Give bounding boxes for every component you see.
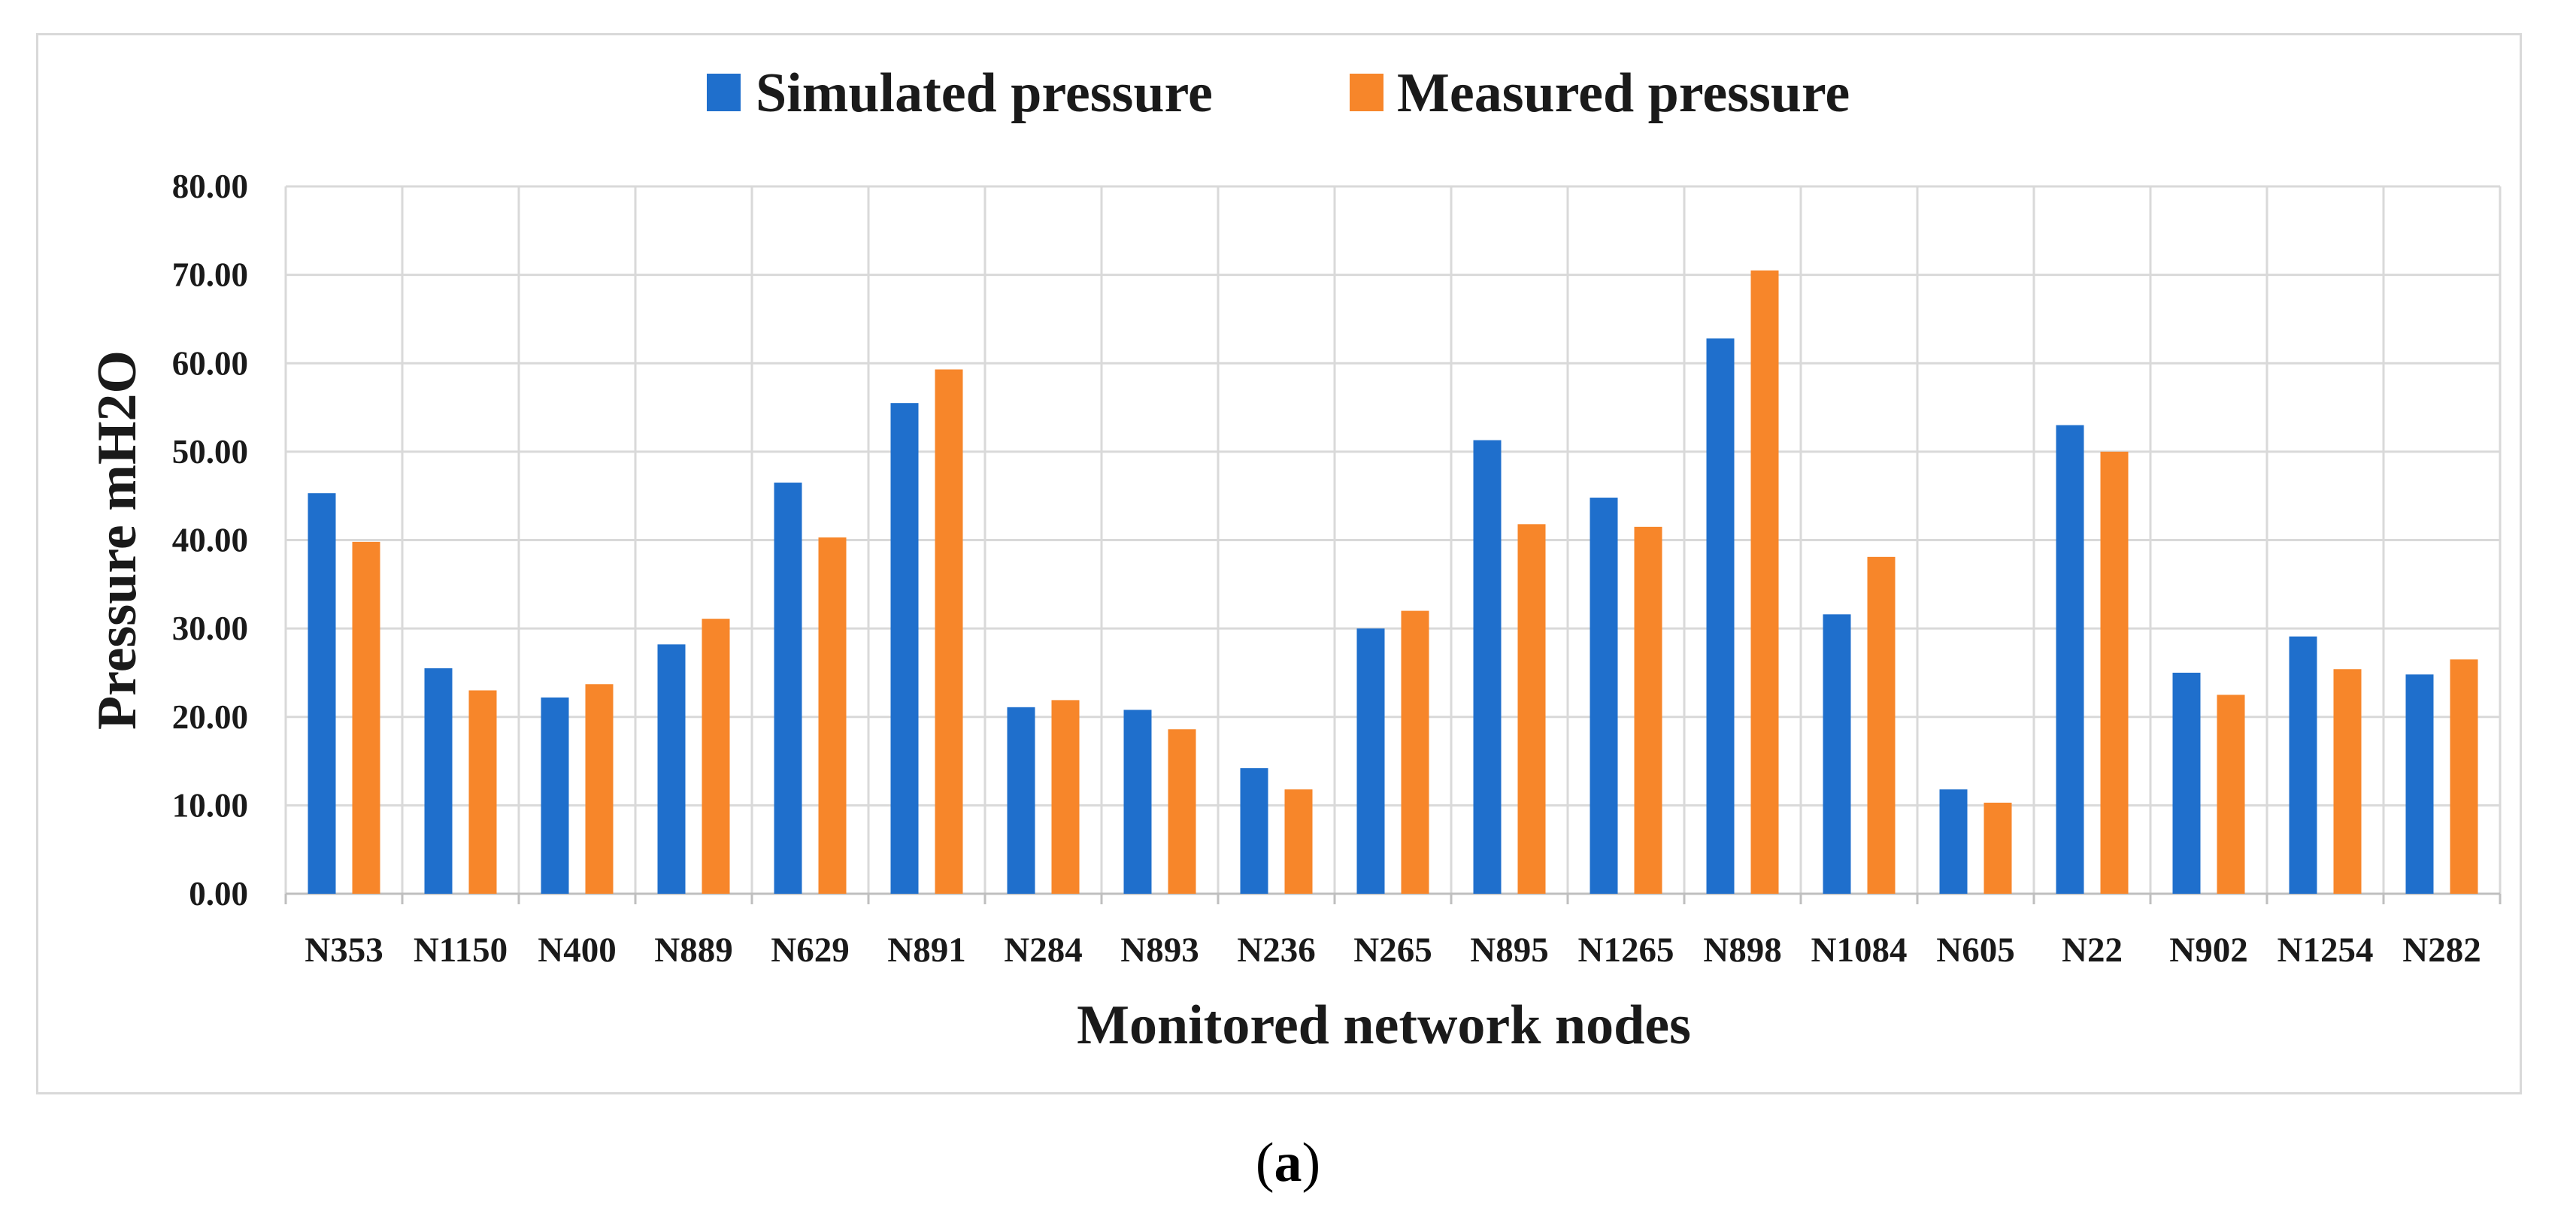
x-tick-label: N353	[305, 931, 383, 970]
x-tick-label: N282	[2402, 931, 2481, 970]
y-tick-label: 40.00	[172, 522, 248, 559]
bar-measured-n1150	[468, 690, 497, 894]
bar-measured-n891	[935, 369, 963, 894]
bar-measured-n22	[2100, 451, 2129, 894]
bar-simulated-n353	[308, 493, 336, 894]
y-axis-title: Pressure mH2O	[86, 350, 148, 730]
y-tick-label: 20.00	[172, 698, 248, 736]
caption-label: a	[1274, 1132, 1302, 1194]
bar-simulated-n22	[2056, 425, 2084, 894]
bar-simulated-n605	[1939, 789, 1968, 894]
bar-measured-n1084	[1867, 556, 1896, 894]
caption-open: (	[1255, 1132, 1274, 1194]
bar-simulated-n1150	[424, 668, 453, 894]
x-tick-label: N898	[1703, 931, 1781, 970]
bar-simulated-n1265	[1590, 498, 1618, 894]
bar-simulated-n891	[890, 403, 919, 894]
bar-simulated-n282	[2405, 674, 2434, 894]
legend-swatch-measured	[1350, 74, 1383, 111]
x-tick-label: N893	[1120, 931, 1199, 970]
x-tick-label: N895	[1470, 931, 1548, 970]
bar-simulated-n1084	[1823, 614, 1851, 894]
x-tick-label: N629	[771, 931, 849, 970]
bar-measured-n282	[2450, 659, 2478, 894]
bar-simulated-n284	[1007, 707, 1035, 894]
legend-label-simulated: Simulated pressure	[756, 62, 1213, 124]
y-tick-label: 60.00	[172, 344, 248, 382]
bar-simulated-n629	[774, 483, 802, 894]
x-tick-label: N265	[1353, 931, 1432, 970]
bar-simulated-n898	[1706, 338, 1735, 894]
bar-simulated-n400	[541, 697, 569, 894]
bar-measured-n898	[1750, 270, 1779, 894]
bar-chart: 0.00 10.00 20.00 30.00 40.00 50.00 60.00 70.00 8…	[86, 62, 2502, 1056]
bar-simulated-n889	[657, 644, 686, 894]
y-tick-label: 50.00	[172, 433, 248, 471]
x-axis-title: Monitored network nodes	[1077, 994, 1691, 1056]
y-tick-label: 70.00	[172, 256, 248, 294]
x-tick-label: N902	[2169, 931, 2247, 970]
figure-caption: (a)	[0, 1131, 2576, 1195]
bar-measured-n902	[2217, 695, 2245, 894]
x-tick-label: N1254	[2277, 931, 2374, 970]
x-tick-label: N1084	[1811, 931, 1908, 970]
x-tick-label: N605	[1936, 931, 2014, 970]
bar-measured-n889	[702, 619, 730, 894]
bar-simulated-n265	[1356, 628, 1385, 894]
x-tick-label: N236	[1237, 931, 1315, 970]
x-tick-label: N1150	[414, 931, 508, 970]
bar-simulated-n236	[1240, 767, 1268, 894]
legend-swatch-simulated	[707, 74, 741, 111]
caption-close: )	[1302, 1132, 1321, 1194]
bar-measured-n1265	[1634, 526, 1662, 894]
x-tick-label: N1265	[1578, 931, 1674, 970]
bar-measured-n265	[1401, 610, 1429, 894]
x-tick-label: N891	[887, 931, 965, 970]
bar-measured-n353	[352, 541, 380, 894]
bar-measured-n893	[1168, 729, 1196, 894]
bar-measured-n605	[1984, 802, 2012, 894]
y-tick-label: 80.00	[172, 168, 248, 205]
bar-measured-n629	[818, 537, 847, 894]
bar-simulated-n895	[1473, 440, 1502, 894]
y-tick-label: 30.00	[172, 610, 248, 647]
legend-label-measured: Measured pressure	[1397, 62, 1850, 124]
bar-measured-n1254	[2333, 669, 2362, 894]
y-tick-label: 0.00	[189, 875, 248, 913]
y-tick-label: 10.00	[172, 786, 248, 824]
x-tick-label: N889	[654, 931, 732, 970]
bar-simulated-n893	[1123, 710, 1152, 894]
x-tick-label: N22	[2062, 931, 2123, 970]
bar-simulated-n902	[2172, 672, 2201, 894]
bar-measured-n895	[1517, 524, 1546, 894]
bar-measured-n284	[1051, 700, 1080, 894]
bar-measured-n400	[585, 684, 614, 894]
bar-measured-n236	[1284, 789, 1313, 894]
x-tick-label: N400	[538, 931, 616, 970]
x-tick-label: N284	[1004, 931, 1082, 970]
bar-simulated-n1254	[2289, 636, 2317, 894]
